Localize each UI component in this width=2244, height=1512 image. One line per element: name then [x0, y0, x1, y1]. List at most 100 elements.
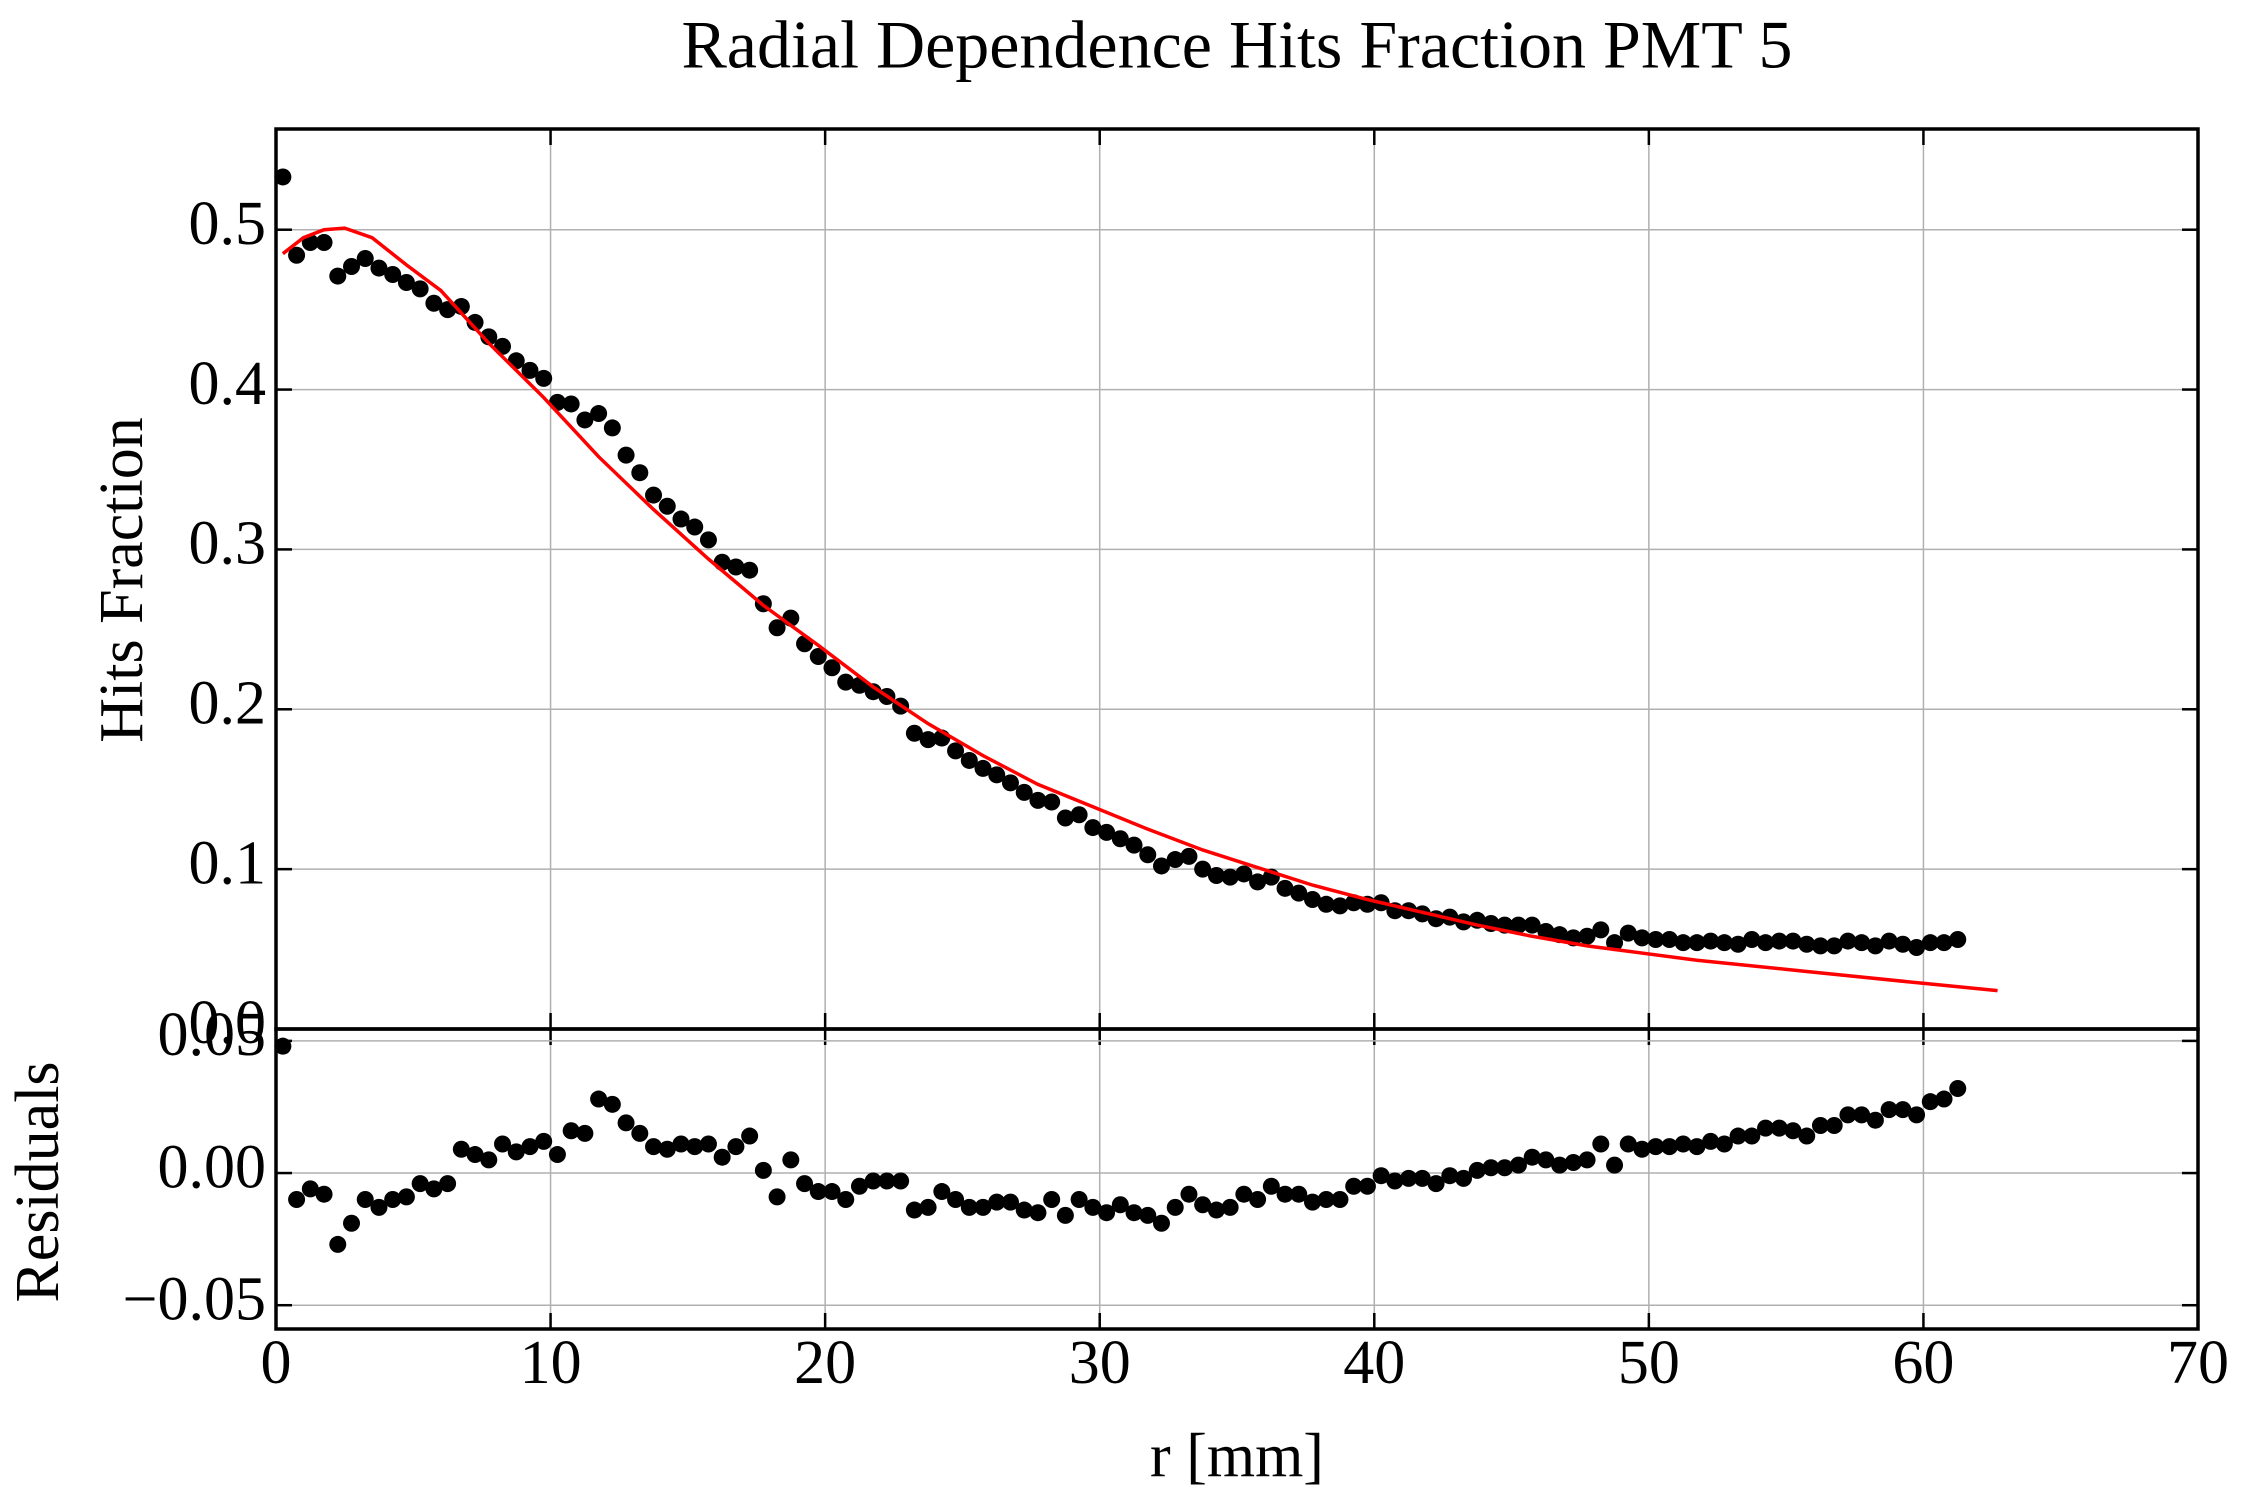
data-point	[274, 168, 292, 186]
data-point	[1482, 1159, 1500, 1177]
data-point	[1674, 1135, 1692, 1153]
data-point	[1647, 1138, 1665, 1156]
data-point	[1290, 884, 1308, 902]
data-point	[1413, 1169, 1431, 1187]
data-point	[809, 1183, 827, 1201]
data-point	[1111, 1196, 1129, 1214]
data-point	[1331, 1190, 1349, 1208]
data-point	[1798, 935, 1816, 953]
data-point	[1564, 1153, 1582, 1171]
data-point	[576, 1124, 594, 1142]
data-point	[494, 1135, 512, 1153]
fit-line	[281, 226, 1998, 993]
data-point	[288, 1190, 306, 1208]
y-tick-label: 0.4	[189, 350, 267, 418]
data-point	[1853, 1106, 1871, 1124]
data-point	[754, 1161, 772, 1179]
data-point	[507, 1143, 525, 1161]
data-point	[1715, 934, 1733, 952]
data-point	[1784, 932, 1802, 950]
data-point	[713, 1148, 731, 1166]
data-point	[645, 486, 663, 504]
data-point	[1688, 1138, 1706, 1156]
data-point	[521, 361, 539, 379]
data-point	[1056, 809, 1074, 827]
data-point	[1702, 932, 1720, 950]
data-point	[699, 531, 717, 549]
data-point	[1207, 867, 1225, 885]
data-point	[1358, 1177, 1376, 1195]
data-point	[1866, 1111, 1884, 1129]
data-point	[782, 1151, 800, 1169]
data-point	[1194, 860, 1212, 878]
data-point	[576, 411, 594, 429]
data-point	[1894, 1101, 1912, 1119]
data-point	[1331, 897, 1349, 915]
data-point	[452, 1140, 470, 1158]
x-tick-label: 30	[1069, 1329, 1131, 1397]
y-tick-label: 0.1	[189, 829, 267, 897]
data-point	[1290, 1185, 1308, 1203]
data-point	[1509, 1156, 1527, 1174]
data-point	[1235, 1185, 1253, 1203]
data-point	[1015, 783, 1033, 801]
x-tick-label: 70	[2167, 1329, 2229, 1397]
data-point	[796, 1175, 814, 1193]
data-point	[768, 1188, 786, 1206]
data-point	[548, 1146, 566, 1164]
data-point	[590, 1090, 608, 1108]
data-point	[947, 742, 965, 760]
data-point	[658, 497, 676, 515]
x-tick-label: 0	[261, 1329, 292, 1397]
data-point	[1592, 1135, 1610, 1153]
data-point	[1757, 934, 1775, 952]
data-point	[1606, 1156, 1624, 1174]
y-tick-label: 0.00	[158, 1133, 267, 1201]
y-axis-label: Residuals	[4, 1061, 72, 1302]
data-point	[288, 246, 306, 264]
data-point	[878, 1172, 896, 1190]
data-point	[315, 1185, 333, 1203]
data-point	[370, 1198, 388, 1216]
data-point	[1619, 1135, 1637, 1153]
data-point	[864, 683, 882, 701]
y-tick-label: 0.2	[189, 670, 267, 738]
data-point	[1125, 836, 1143, 854]
data-point	[1784, 1122, 1802, 1140]
data-point	[370, 259, 388, 277]
data-point	[1304, 891, 1322, 909]
data-point	[1935, 934, 1953, 952]
data-point	[1880, 932, 1898, 950]
data-point	[1043, 1190, 1061, 1208]
data-point	[823, 659, 841, 677]
data-point	[1345, 1177, 1363, 1195]
x-axis-label: r [mm]	[1150, 1422, 1324, 1490]
data-point	[1084, 819, 1102, 837]
data-point	[905, 724, 923, 742]
data-point	[1139, 1206, 1157, 1224]
data-point	[686, 518, 704, 536]
data-point	[274, 1037, 292, 1055]
data-point	[1276, 1185, 1294, 1203]
data-point	[1633, 929, 1651, 947]
y-tick-label: 0.3	[189, 510, 267, 578]
data-point	[1757, 1119, 1775, 1137]
data-point	[329, 1235, 347, 1253]
data-point	[1455, 1169, 1473, 1187]
data-point	[1207, 1201, 1225, 1219]
data-point	[1825, 1116, 1843, 1134]
data-point	[1619, 924, 1637, 942]
data-point	[1166, 1198, 1184, 1216]
y-tick-label: 0.5	[189, 190, 267, 258]
data-point	[1276, 879, 1294, 897]
data-point	[1427, 1175, 1445, 1193]
data-point	[1839, 932, 1857, 950]
data-point	[603, 1095, 621, 1113]
data-point	[1098, 823, 1116, 841]
data-point	[535, 369, 553, 387]
data-point	[1578, 927, 1596, 945]
data-point	[1509, 916, 1527, 934]
chart-title: Radial Dependence Hits Fraction PMT 5	[681, 7, 1792, 83]
